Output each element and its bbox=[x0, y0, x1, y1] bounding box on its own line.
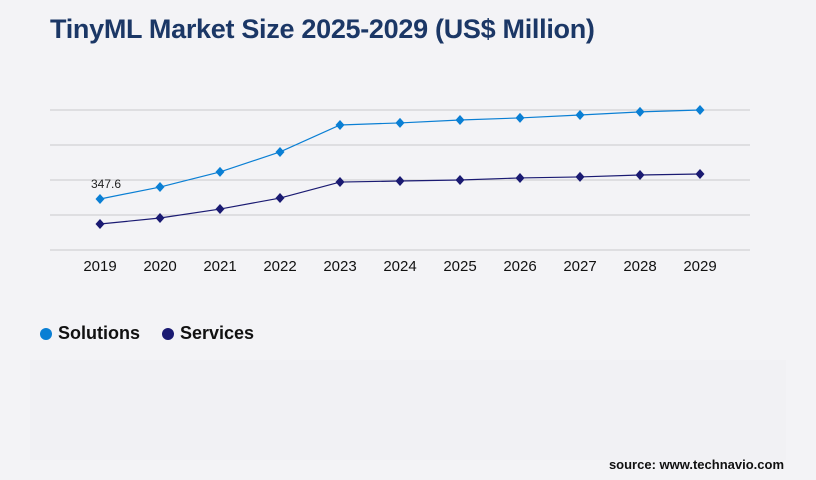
data-point bbox=[95, 219, 105, 230]
data-point bbox=[635, 106, 645, 117]
data-point bbox=[575, 171, 585, 182]
data-point bbox=[155, 213, 165, 224]
legend-marker-solutions bbox=[40, 327, 52, 340]
data-point bbox=[275, 193, 285, 204]
legend-item-solutions: Solutions bbox=[40, 323, 140, 344]
x-tick-label: 2025 bbox=[443, 258, 476, 275]
data-point bbox=[335, 119, 345, 130]
data-point bbox=[395, 117, 405, 128]
x-tick-label: 2028 bbox=[623, 258, 656, 275]
legend: Solutions Services bbox=[40, 323, 254, 344]
data-point bbox=[575, 109, 585, 120]
legend-item-services: Services bbox=[162, 323, 254, 344]
data-point bbox=[455, 114, 465, 125]
data-point bbox=[275, 146, 285, 157]
x-tick-label: 2020 bbox=[143, 258, 176, 275]
x-tick-label: 2024 bbox=[383, 258, 416, 275]
data-point bbox=[515, 172, 525, 183]
data-point bbox=[695, 168, 705, 179]
x-tick-label: 2022 bbox=[263, 258, 296, 275]
line-chart: 2019 2020 2021 2022 2023 2024 2025 2026 2027 2028… bbox=[50, 105, 750, 275]
data-point bbox=[215, 166, 225, 177]
x-tick-label: 2021 bbox=[203, 258, 236, 275]
data-point bbox=[515, 112, 525, 123]
x-tick-label: 2027 bbox=[563, 258, 596, 275]
data-point bbox=[695, 105, 705, 115]
data-label: 347.6 bbox=[91, 177, 121, 191]
data-point bbox=[395, 176, 405, 187]
background-panel bbox=[30, 360, 786, 460]
x-tick-label: 2026 bbox=[503, 258, 536, 275]
x-tick-label: 2029 bbox=[683, 258, 716, 275]
chart-title: TinyML Market Size 2025-2029 (US$ Millio… bbox=[50, 14, 595, 44]
legend-label: Services bbox=[180, 323, 255, 343]
data-point bbox=[635, 170, 645, 181]
data-point bbox=[155, 182, 165, 193]
legend-marker-services bbox=[162, 327, 174, 340]
data-point bbox=[215, 204, 225, 215]
x-tick-label: 2019 bbox=[83, 258, 116, 275]
data-point bbox=[455, 175, 465, 185]
source-text: source: www.technavio.com bbox=[608, 457, 784, 472]
data-point bbox=[335, 177, 345, 188]
legend-label: Solutions bbox=[58, 323, 140, 343]
data-point bbox=[95, 193, 105, 204]
x-tick-label: 2023 bbox=[323, 258, 356, 275]
